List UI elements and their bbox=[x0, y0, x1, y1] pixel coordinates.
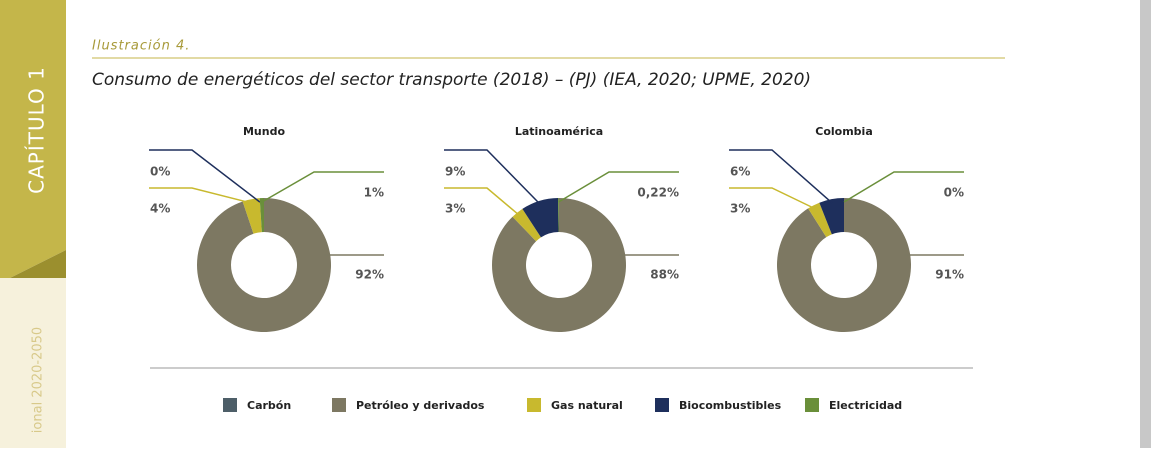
value-label: 91% bbox=[935, 268, 964, 282]
pie-slice bbox=[777, 197, 912, 332]
callout-line bbox=[729, 187, 816, 210]
legend-label: Carbón bbox=[247, 399, 291, 412]
value-label: 3% bbox=[730, 202, 750, 216]
heading: Consumo de energéticos del sector transp… bbox=[92, 70, 811, 90]
legend-label: Gas natural bbox=[551, 399, 623, 412]
pie-title: Colombia bbox=[815, 125, 873, 138]
pie-slice bbox=[259, 198, 264, 233]
value-label: 1% bbox=[364, 186, 384, 200]
pie-slice bbox=[558, 198, 559, 233]
callout-line bbox=[261, 171, 384, 203]
caption: Ilustración 4. bbox=[92, 39, 190, 54]
value-label: 0,22% bbox=[637, 186, 679, 200]
legend-label: Biocombustibles bbox=[679, 399, 782, 412]
value-label: 9% bbox=[445, 165, 465, 179]
value-label: 92% bbox=[355, 268, 384, 282]
side-band bbox=[0, 278, 66, 448]
legend-label: Electricidad bbox=[829, 399, 902, 412]
callout-line bbox=[729, 149, 833, 204]
pie-slice bbox=[512, 208, 541, 242]
right-bar bbox=[1140, 0, 1151, 448]
callout-line bbox=[843, 171, 964, 203]
pie-slice bbox=[196, 198, 331, 333]
pie-title: Latinoamérica bbox=[515, 125, 603, 138]
pie-slice bbox=[491, 198, 626, 332]
pie-slice bbox=[819, 198, 844, 235]
legend-label: Petróleo y derivados bbox=[356, 399, 485, 412]
legend-swatch bbox=[655, 398, 669, 412]
value-label: 3% bbox=[445, 202, 465, 216]
chapter-label: CAPÍTULO 1 bbox=[25, 66, 49, 194]
pie-slice bbox=[522, 198, 559, 238]
legend-swatch bbox=[527, 398, 541, 412]
value-label: 4% bbox=[150, 202, 170, 216]
callout-line bbox=[558, 171, 679, 203]
value-label: 88% bbox=[650, 268, 679, 282]
callout-line bbox=[444, 187, 521, 217]
legend-swatch bbox=[805, 398, 819, 412]
pie-slice bbox=[808, 202, 832, 238]
pie-slice bbox=[242, 198, 262, 234]
callout-line bbox=[149, 149, 261, 203]
chapter-band bbox=[0, 0, 66, 250]
value-label: 0% bbox=[944, 186, 964, 200]
pie-title: Mundo bbox=[243, 125, 285, 138]
chapter-fold-shadow bbox=[10, 250, 66, 278]
callout-line bbox=[149, 187, 253, 204]
side-note: ional 2020-2050 bbox=[31, 327, 46, 433]
value-label: 0% bbox=[150, 165, 170, 179]
legend-swatch bbox=[332, 398, 346, 412]
chapter-fold bbox=[0, 250, 66, 278]
value-label: 6% bbox=[730, 165, 750, 179]
legend-swatch bbox=[223, 398, 237, 412]
callout-line bbox=[444, 149, 542, 206]
